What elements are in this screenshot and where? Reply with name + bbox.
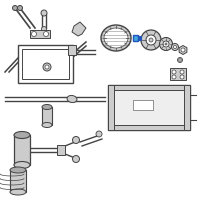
Circle shape <box>32 31 36 36</box>
Circle shape <box>45 65 49 69</box>
Ellipse shape <box>174 46 177 48</box>
Ellipse shape <box>172 44 179 50</box>
Circle shape <box>72 156 80 162</box>
Bar <box>108 85 190 130</box>
Ellipse shape <box>42 104 52 110</box>
Bar <box>14 135 30 165</box>
Bar <box>133 100 153 110</box>
Ellipse shape <box>42 122 52 128</box>
Bar <box>133 35 138 41</box>
Ellipse shape <box>165 43 167 45</box>
Circle shape <box>180 75 184 79</box>
Bar <box>170 68 186 80</box>
Circle shape <box>41 10 47 16</box>
Circle shape <box>180 70 184 74</box>
Circle shape <box>179 59 181 61</box>
Polygon shape <box>72 22 86 36</box>
Ellipse shape <box>160 38 172 50</box>
Bar <box>138 36 141 40</box>
Bar <box>108 125 190 130</box>
Ellipse shape <box>14 132 30 138</box>
Bar <box>184 85 190 130</box>
Ellipse shape <box>10 189 26 195</box>
Bar <box>108 85 114 130</box>
Circle shape <box>178 58 182 62</box>
Ellipse shape <box>149 38 153 42</box>
Circle shape <box>42 26 46 31</box>
Ellipse shape <box>163 41 169 47</box>
Circle shape <box>44 31 48 36</box>
Circle shape <box>18 5 22 10</box>
Bar <box>18 45 73 83</box>
Ellipse shape <box>101 25 131 51</box>
Bar <box>10 170 26 192</box>
Bar <box>57 145 65 155</box>
Polygon shape <box>179 46 187 54</box>
Circle shape <box>43 63 51 71</box>
Circle shape <box>12 5 18 10</box>
Ellipse shape <box>146 35 156 45</box>
Bar <box>108 85 190 90</box>
Ellipse shape <box>141 30 161 50</box>
Bar <box>22 49 69 79</box>
Circle shape <box>181 48 185 52</box>
Circle shape <box>72 136 80 144</box>
Circle shape <box>172 75 176 79</box>
Ellipse shape <box>104 28 128 48</box>
Bar <box>30 30 50 38</box>
Bar <box>42 107 52 125</box>
Circle shape <box>96 131 102 137</box>
Circle shape <box>172 70 176 74</box>
Ellipse shape <box>67 95 77 103</box>
Ellipse shape <box>14 162 30 168</box>
Bar <box>68 45 76 55</box>
Ellipse shape <box>10 167 26 173</box>
